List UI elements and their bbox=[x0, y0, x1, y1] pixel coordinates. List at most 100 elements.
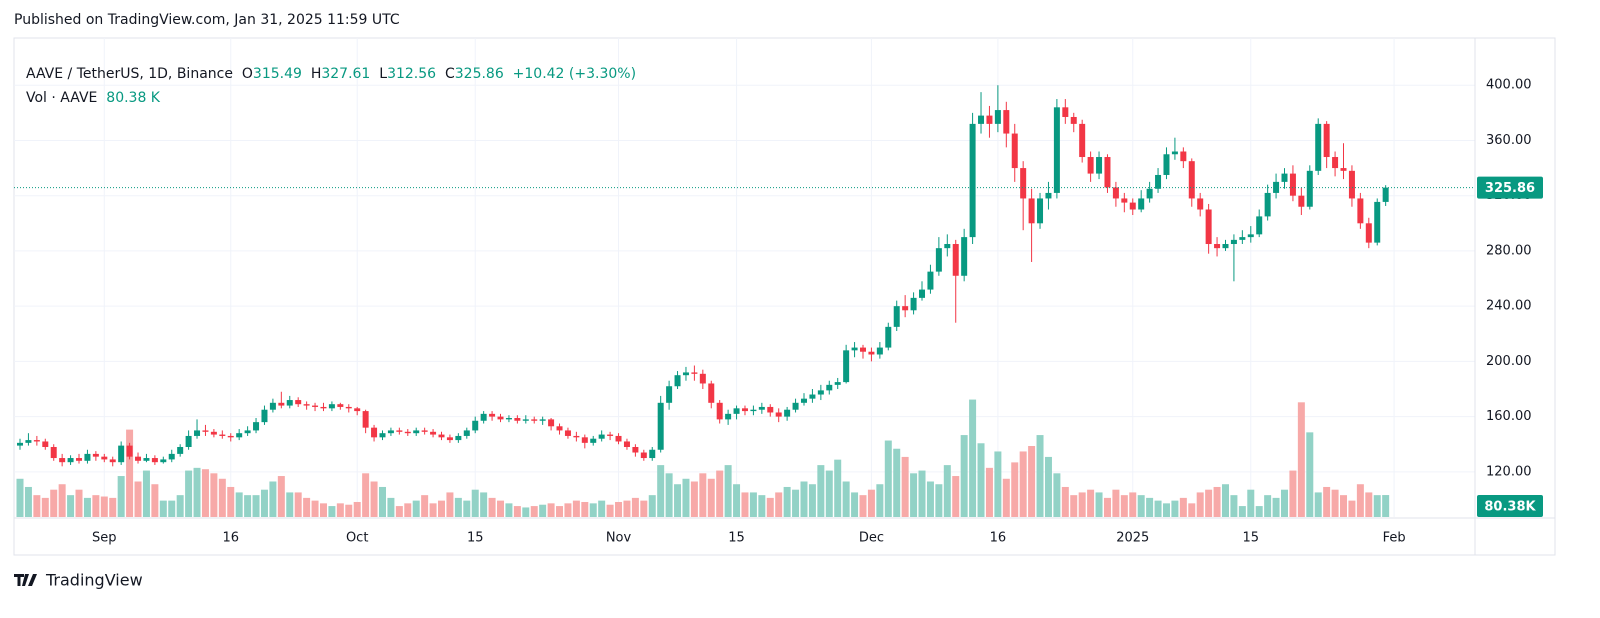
volume-bar bbox=[901, 456, 909, 517]
volume-bar bbox=[126, 429, 134, 517]
volume-bar bbox=[1120, 495, 1128, 517]
candle-body bbox=[1357, 198, 1364, 224]
volume-bar bbox=[75, 489, 83, 517]
volume-bar bbox=[218, 478, 226, 517]
y-tick-label: 120.00 bbox=[1486, 464, 1532, 479]
volume-bar bbox=[960, 435, 968, 517]
volume-bar bbox=[842, 481, 850, 517]
candle-body bbox=[109, 459, 116, 463]
volume-bar bbox=[631, 497, 639, 517]
candle-body bbox=[817, 390, 824, 395]
volume-bar bbox=[235, 492, 243, 517]
volume-bar bbox=[606, 504, 614, 517]
candle-body bbox=[952, 244, 959, 276]
candle-body bbox=[1121, 198, 1128, 203]
volume-bar bbox=[168, 500, 176, 517]
candle-body bbox=[253, 422, 260, 431]
candle-body bbox=[682, 372, 689, 376]
candle-body bbox=[876, 347, 883, 355]
candle-body bbox=[632, 446, 639, 453]
candle-body bbox=[674, 375, 681, 387]
candle-body bbox=[1273, 181, 1280, 193]
candle-body bbox=[295, 400, 302, 405]
candle-body bbox=[371, 427, 378, 438]
candle-body bbox=[430, 431, 437, 435]
volume-bar bbox=[58, 484, 66, 517]
candle-body bbox=[775, 412, 782, 417]
volume-bar bbox=[539, 504, 547, 517]
l-label: L bbox=[379, 66, 388, 82]
candle-body bbox=[758, 406, 765, 410]
candle-body bbox=[185, 435, 192, 447]
x-tick-label: 15 bbox=[1243, 531, 1260, 546]
candle-body bbox=[328, 404, 335, 409]
candle-body bbox=[1146, 188, 1153, 199]
candle-body bbox=[716, 402, 723, 420]
candle-body bbox=[598, 434, 605, 439]
volume-bar bbox=[193, 467, 201, 517]
volume-bar bbox=[994, 451, 1002, 517]
candle-body bbox=[590, 438, 597, 443]
volume-bar bbox=[699, 473, 707, 517]
candle-body bbox=[1256, 216, 1263, 235]
volume-bar bbox=[319, 503, 327, 517]
candle-body bbox=[84, 453, 91, 461]
candle-body bbox=[564, 430, 571, 436]
candle-body bbox=[1070, 116, 1077, 124]
candle-body bbox=[160, 459, 167, 463]
volume-bar bbox=[1036, 435, 1044, 517]
volume-bar bbox=[1230, 495, 1238, 517]
volume-bar bbox=[1356, 484, 1364, 517]
candle-body bbox=[1205, 209, 1212, 245]
volume-bar bbox=[480, 492, 488, 517]
candle-body bbox=[480, 413, 487, 421]
l-value: 312.56 bbox=[387, 66, 437, 82]
candle-body bbox=[126, 445, 133, 457]
candle-body bbox=[851, 347, 858, 351]
candle-body bbox=[421, 430, 428, 432]
volume-bar bbox=[311, 500, 319, 517]
candle-body bbox=[1188, 161, 1195, 199]
candle-body bbox=[1340, 168, 1347, 171]
volume-bar bbox=[345, 504, 353, 517]
candle-body bbox=[219, 434, 226, 436]
candle-body bbox=[531, 419, 538, 421]
candle-body bbox=[1053, 107, 1060, 193]
candle-body bbox=[581, 437, 588, 443]
x-tick-label: 15 bbox=[467, 531, 484, 546]
volume-bar bbox=[1213, 486, 1221, 517]
volume-bar bbox=[598, 500, 606, 517]
candle-body bbox=[750, 409, 757, 412]
volume-bar bbox=[497, 500, 505, 517]
candle-body bbox=[42, 441, 49, 447]
candle-body bbox=[826, 384, 833, 391]
volume-bar bbox=[92, 495, 100, 517]
volume-bar bbox=[1289, 470, 1297, 517]
x-tick-label: 16 bbox=[222, 531, 239, 546]
volume-bar bbox=[985, 467, 993, 517]
candle-body bbox=[800, 398, 807, 403]
candle-body bbox=[927, 271, 934, 290]
candle-body bbox=[539, 419, 546, 421]
candle-body bbox=[893, 306, 900, 327]
candle-body bbox=[1365, 223, 1372, 243]
volume-bar bbox=[1070, 495, 1078, 517]
c-value: 325.86 bbox=[454, 66, 504, 82]
volume-bar bbox=[1306, 432, 1314, 517]
candle-body bbox=[244, 430, 251, 434]
candle-body bbox=[404, 431, 411, 434]
candle-body bbox=[1096, 157, 1103, 174]
volume-bar bbox=[547, 503, 555, 517]
volume-bar bbox=[977, 443, 985, 517]
x-tick-label: Sep bbox=[92, 531, 117, 546]
candle-body bbox=[860, 347, 866, 352]
x-tick-label: 16 bbox=[990, 531, 1007, 546]
volume-bar bbox=[1078, 492, 1086, 517]
candle-body bbox=[278, 402, 285, 406]
candle-body bbox=[463, 430, 470, 436]
candle-body bbox=[25, 440, 32, 443]
candle-body bbox=[1315, 123, 1322, 171]
candle-body bbox=[312, 405, 319, 407]
volume-bar bbox=[1331, 489, 1339, 517]
